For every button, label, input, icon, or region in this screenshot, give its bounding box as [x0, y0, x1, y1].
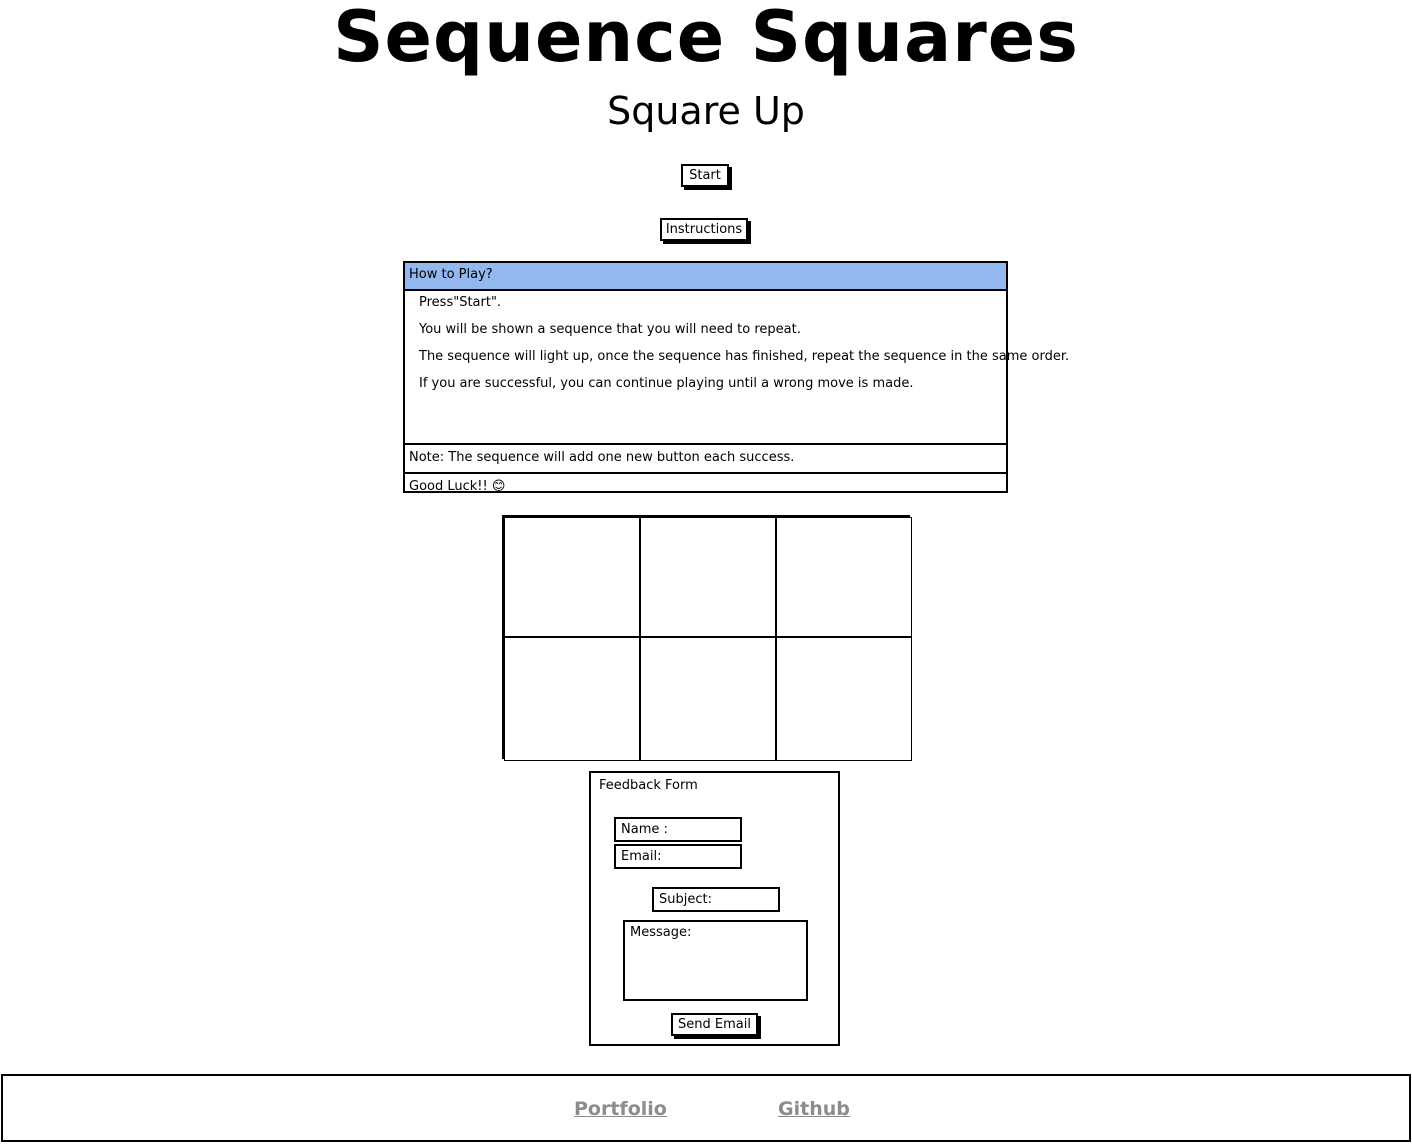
portfolio-link[interactable]: Portfolio	[574, 1098, 667, 1120]
feedback-form-title: Feedback Form	[599, 778, 698, 793]
subject-field[interactable]	[652, 887, 780, 912]
game-square-5[interactable]	[640, 637, 776, 761]
instructions-body: Press"Start". You will be shown a sequen…	[405, 291, 1070, 445]
send-email-button[interactable]: Send Email	[671, 1013, 758, 1036]
good-luck-message: Good Luck!! 😊	[405, 472, 1006, 501]
instructions-panel: How to Play? Press"Start". You will be s…	[403, 261, 1070, 494]
feedback-form: Feedback Form Send Email	[589, 771, 840, 1046]
game-square-1[interactable]	[504, 517, 640, 637]
name-field[interactable]	[614, 817, 742, 842]
instruction-step: You will be shown a sequence that you wi…	[419, 322, 801, 337]
game-board	[502, 515, 912, 761]
game-square-6[interactable]	[776, 637, 912, 761]
instructions-heading: How to Play?	[405, 263, 1006, 291]
instruction-step: If you are successful, you can continue …	[419, 376, 914, 391]
instructions-note: Note: The sequence will add one new butt…	[409, 450, 795, 465]
instruction-step: The sequence will light up, once the seq…	[419, 349, 1070, 364]
start-button[interactable]: Start	[681, 164, 729, 187]
email-field[interactable]	[614, 844, 742, 869]
github-link[interactable]: Github	[778, 1098, 850, 1120]
game-square-3[interactable]	[776, 517, 912, 637]
instructions-button[interactable]: Instructions	[660, 218, 748, 241]
footer: Portfolio Github	[1, 1074, 1411, 1142]
page-title: Sequence Squares	[333, 0, 1079, 78]
message-field[interactable]	[623, 920, 808, 1001]
page-subtitle: Square Up	[607, 89, 805, 133]
game-square-2[interactable]	[640, 517, 776, 637]
game-square-4[interactable]	[504, 637, 640, 761]
instruction-step: Press"Start".	[419, 295, 502, 310]
